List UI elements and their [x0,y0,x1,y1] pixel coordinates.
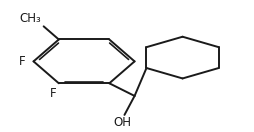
Text: F: F [19,55,26,68]
Text: OH: OH [113,116,131,129]
Text: F: F [50,87,56,100]
Text: CH₃: CH₃ [19,12,41,25]
